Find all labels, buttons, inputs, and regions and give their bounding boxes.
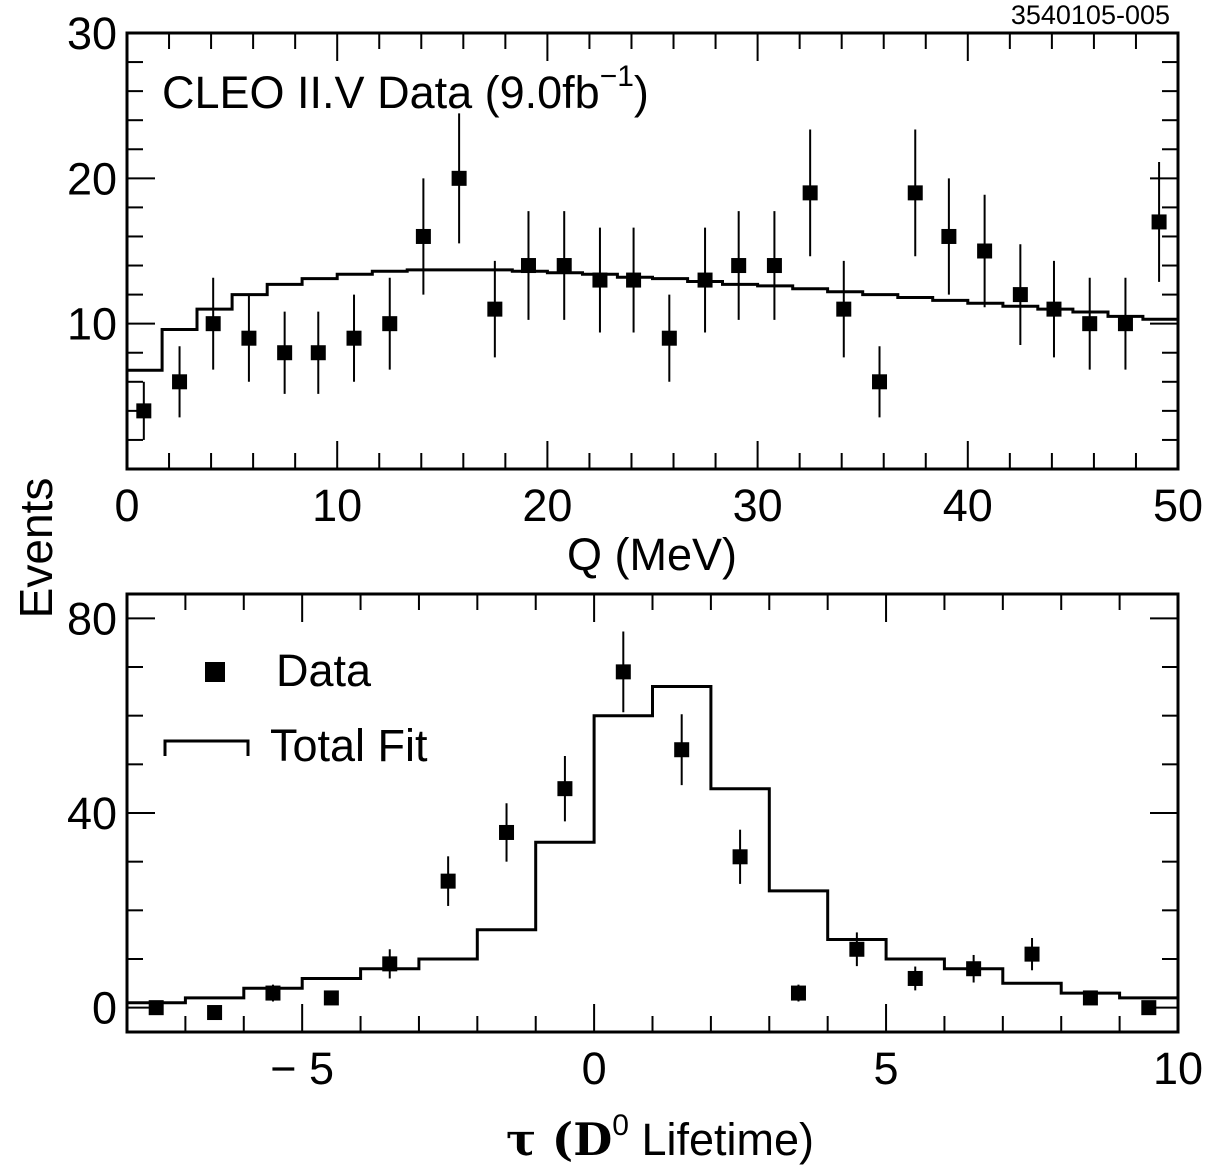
bot-data-point [732, 849, 748, 865]
top-data-point [136, 403, 152, 419]
bot-x-tick-label: 0 [582, 1043, 607, 1094]
shared-y-axis-label: Events [10, 478, 62, 619]
bot-data-point [499, 824, 515, 840]
bottom-x-axis-label: τ (D0 Lifetime) [506, 1109, 814, 1166]
bot-data-point [440, 873, 456, 889]
top-annotation: CLEO II.V Data (9.0fb−1) [162, 60, 649, 118]
top-x-axis-label: Q (MeV) [567, 529, 737, 580]
top-data-point [802, 185, 818, 201]
top-data-point [382, 316, 398, 332]
bot-fit-path [127, 685, 1180, 1008]
top-x-tick-label: 40 [943, 480, 993, 531]
legend-data-marker [205, 662, 225, 682]
legend-fit-label: Total Fit [270, 720, 428, 771]
top-data-point [415, 228, 431, 244]
bot-data-point [557, 781, 573, 797]
top-data-point [977, 243, 993, 259]
top-data-point [1117, 316, 1133, 332]
top-tick-labels: 0 10 20 30 40 50 10 20 30 [67, 8, 1203, 531]
figure-id-label: 3540105-005 [1011, 0, 1170, 30]
bot-data-point [674, 742, 690, 758]
top-data-point [1082, 316, 1098, 332]
bot-data-point [907, 970, 923, 986]
bot-data-point [1024, 946, 1040, 962]
top-data-point [241, 330, 257, 346]
bot-data-point [966, 961, 982, 977]
bot-data-point [265, 985, 281, 1001]
top-data-point [1046, 301, 1062, 317]
bot-data-point [382, 956, 398, 972]
bot-data-point [615, 664, 631, 680]
top-data-point [520, 258, 536, 274]
top-data-points [136, 113, 1167, 440]
top-data-point [1012, 287, 1028, 303]
legend-data-label: Data [276, 645, 372, 696]
top-data-point [346, 330, 362, 346]
top-x-tick-label: 20 [522, 480, 572, 531]
top-x-tick-label: 0 [114, 480, 139, 531]
top-y-tick-label: 20 [67, 153, 117, 204]
bot-data-point [790, 985, 806, 1001]
bottom-plot-frame [125, 592, 1180, 1034]
top-data-point [697, 272, 713, 288]
top-data-point [592, 272, 608, 288]
top-data-point [661, 330, 677, 346]
top-data-point [836, 301, 852, 317]
top-data-point [205, 316, 221, 332]
bottom-panel: − 5 0 5 10 0 40 80 Data Total Fit τ (D0 Lifeti… [67, 592, 1203, 1166]
top-data-point [766, 258, 782, 274]
top-data-point [626, 272, 642, 288]
top-data-point [172, 374, 188, 390]
legend-fit-marker [163, 739, 250, 756]
bottom-data-points [148, 631, 1157, 1021]
top-data-point [277, 345, 293, 361]
top-x-tick-label: 50 [1153, 480, 1203, 531]
bot-data-point [849, 941, 865, 957]
top-data-point [941, 228, 957, 244]
bot-data-point [207, 1005, 223, 1021]
top-data-point [451, 170, 467, 186]
top-y-tick-label: 10 [67, 299, 117, 350]
top-y-tick-label: 30 [67, 8, 117, 59]
top-data-point [731, 258, 747, 274]
top-panel: 0 10 20 30 40 50 10 20 30 CLEO II.V Data (9.0fb−… [67, 8, 1203, 580]
bot-y-tick-label: 80 [67, 593, 117, 644]
legend: Data Total Fit [163, 645, 428, 771]
bottom-fit-step-line [127, 685, 1180, 1008]
top-data-point [487, 301, 503, 317]
top-data-point [872, 374, 888, 390]
bot-data-point [323, 990, 339, 1006]
bot-data-point [148, 1000, 164, 1016]
top-x-tick-label: 30 [733, 480, 783, 531]
top-data-point [1151, 214, 1167, 230]
bot-x-tick-label: 10 [1153, 1043, 1203, 1094]
bot-x-tick-label: 5 [874, 1043, 899, 1094]
bot-data-point [1082, 990, 1098, 1006]
bot-x-tick-label: − 5 [270, 1043, 334, 1094]
top-x-tick-label: 10 [312, 480, 362, 531]
bot-y-tick-label: 40 [67, 788, 117, 839]
top-fit-step-line [127, 268, 1178, 372]
top-plot-frame [125, 31, 1180, 471]
bottom-tick-labels: − 5 0 5 10 0 40 80 [67, 593, 1203, 1094]
bot-y-tick-label: 0 [92, 983, 117, 1034]
top-data-point [907, 185, 923, 201]
top-data-point [556, 258, 572, 274]
bot-data-point [1141, 1000, 1157, 1016]
top-fit-path [127, 268, 1178, 372]
top-data-point [310, 345, 326, 361]
